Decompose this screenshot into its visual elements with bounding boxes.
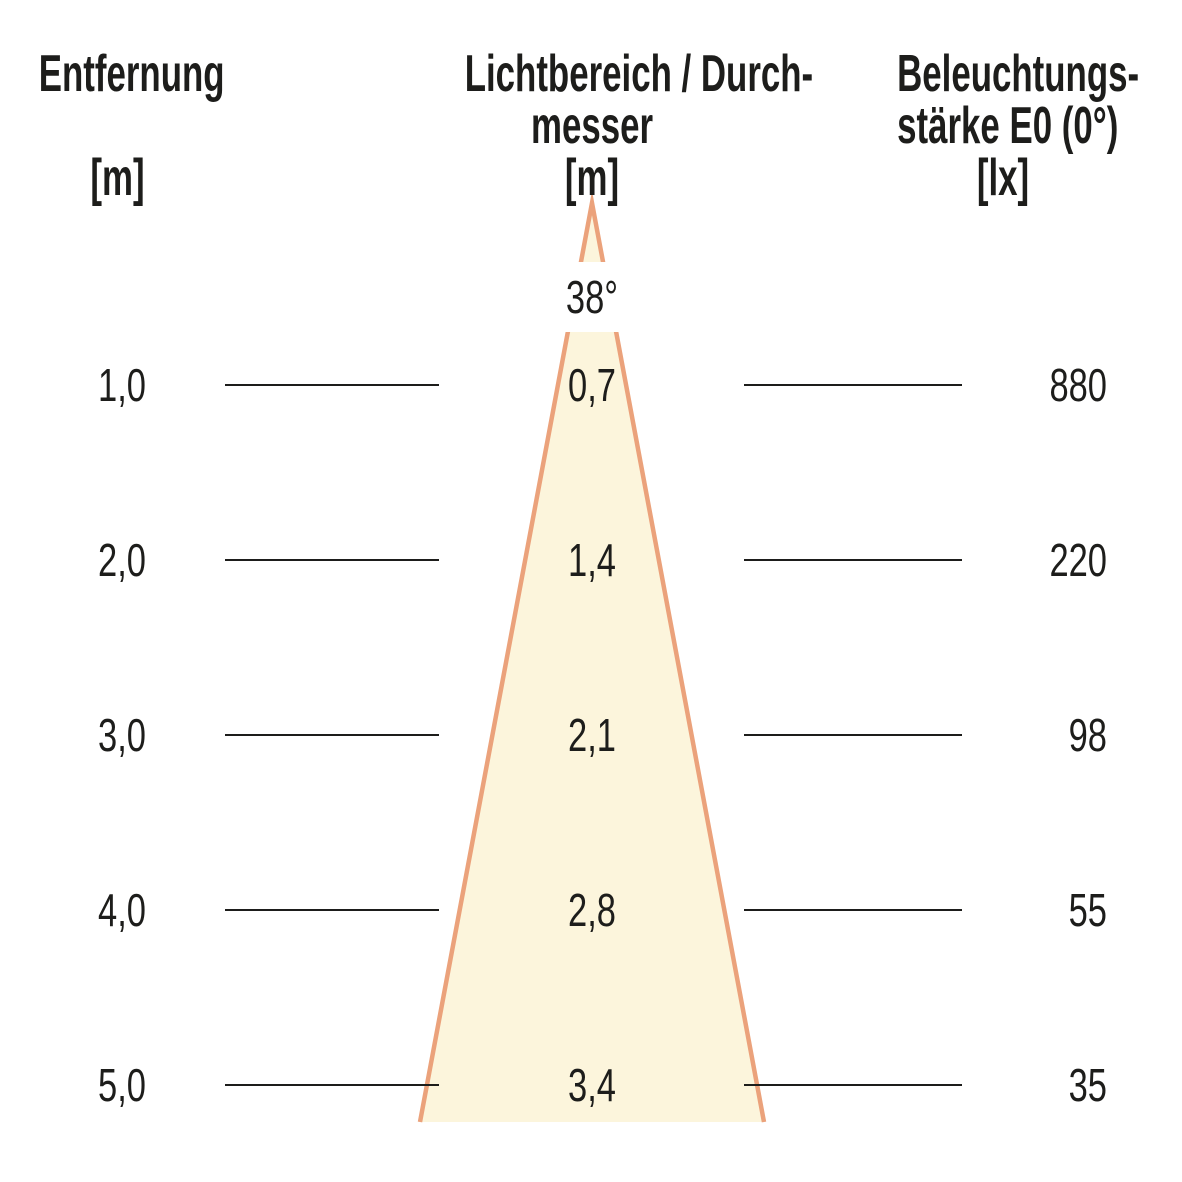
- header-distance-title: Entfernung: [38, 45, 225, 103]
- beam-angle-label: 38°: [523, 262, 661, 332]
- header-beam-title-line1: Lichtbereich / Durch-: [464, 45, 814, 103]
- diameter-value: 3,4: [568, 1059, 616, 1111]
- header-distance-unit: [m]: [90, 149, 145, 207]
- light-cone-fill: [420, 203, 764, 1122]
- illuminance-value: 35: [1068, 1059, 1107, 1111]
- illuminance-value: 220: [1049, 534, 1107, 586]
- header-illuminance-title-line1: Beleuchtungs-: [897, 45, 1140, 103]
- column-header-distance: Entfernung [m]: [0, 0, 235, 230]
- diameter-value: 1,4: [568, 534, 616, 586]
- header-illuminance-unit: [lx]: [976, 149, 1030, 207]
- row-connector-line-right: [744, 1084, 962, 1086]
- row-connector-line-left: [225, 734, 439, 736]
- row-connector-line-left: [225, 559, 439, 561]
- header-beam-title-line2: messer: [530, 97, 654, 155]
- row-connector-line-left: [225, 909, 439, 911]
- distance-value: 1,0: [98, 359, 146, 411]
- row-connector-line-right: [744, 559, 962, 561]
- diameter-value: 2,8: [568, 884, 616, 936]
- light-cone-outline: [417, 190, 767, 1123]
- row-connector-line-left: [225, 384, 439, 386]
- distance-value: 5,0: [98, 1059, 146, 1111]
- illuminance-value: 880: [1049, 359, 1107, 411]
- header-beam-unit: [m]: [564, 149, 620, 207]
- distance-value: 2,0: [98, 534, 146, 586]
- illuminance-value: 55: [1068, 884, 1107, 936]
- row-connector-line-right: [744, 909, 962, 911]
- illuminance-value: 98: [1068, 709, 1107, 761]
- row-connector-line-left: [225, 1084, 439, 1086]
- column-header-illuminance: Beleuchtungs- stärke E0 (0°) [lx]: [845, 0, 1161, 230]
- row-connector-line-right: [744, 734, 962, 736]
- diameter-value: 0,7: [568, 359, 616, 411]
- row-connector-line-right: [744, 384, 962, 386]
- distance-value: 4,0: [98, 884, 146, 936]
- diameter-value: 2,1: [568, 709, 616, 761]
- distance-value: 3,0: [98, 709, 146, 761]
- header-illuminance-title-line2: stärke E0 (0°): [897, 97, 1119, 155]
- column-header-beam-diameter: Lichtbereich / Durch- messer [m]: [402, 0, 814, 230]
